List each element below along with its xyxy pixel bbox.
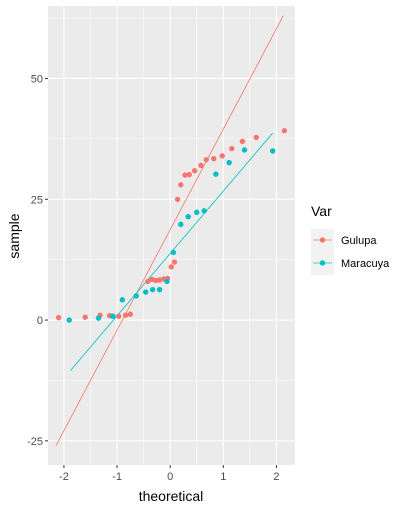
gulupa-point <box>115 313 122 319</box>
x-tick-label: -1 <box>112 471 122 483</box>
y-axis-title: sample <box>6 213 22 258</box>
maracuya-point <box>213 171 219 177</box>
gulupa-point <box>168 264 174 270</box>
maracuya-point <box>241 147 248 153</box>
maracuya-point <box>178 221 184 228</box>
panel-background <box>48 6 295 465</box>
maracuya-point <box>226 159 232 166</box>
gulupa-point <box>182 172 188 178</box>
maracuya-point <box>170 249 177 256</box>
legend: Var Gulupa Maracuya <box>311 203 390 275</box>
gulupa-qq-line <box>55 15 284 446</box>
gulupa-point <box>145 278 151 285</box>
gulupa-point <box>211 155 217 162</box>
major-gridlines <box>48 6 295 465</box>
x-axis-title: theoretical <box>139 488 204 504</box>
gulupa-point <box>186 171 192 178</box>
gulupa-point <box>229 145 235 152</box>
gulupa-point <box>198 162 204 169</box>
maracuya-point <box>143 289 149 295</box>
gulupa-point <box>203 156 209 163</box>
y-axis: -25 0 25 50 <box>27 73 48 448</box>
y-tick-label: 25 <box>31 194 43 206</box>
maracuya-point <box>149 286 156 293</box>
maracuya-point <box>201 208 207 214</box>
legend-key-point-gulupa <box>319 237 326 243</box>
maracuya-point <box>95 315 102 321</box>
legend-label-maracuya: Maracuya <box>341 258 390 270</box>
gulupa-point <box>178 182 184 188</box>
y-tick-label: 50 <box>31 73 43 85</box>
x-axis: -2 -1 0 1 2 <box>59 465 279 483</box>
gulupa-point <box>55 314 62 321</box>
gulupa-point <box>156 277 163 283</box>
maracuya-point <box>269 148 276 154</box>
gulupa-point <box>191 168 198 174</box>
x-tick-label: 2 <box>273 471 279 483</box>
y-tick-label: -25 <box>27 436 43 448</box>
gulupa-point <box>239 138 246 144</box>
gulupa-point <box>171 259 178 265</box>
minor-gridlines <box>48 6 295 465</box>
maracuya-point <box>164 278 170 285</box>
gulupa-point <box>253 134 259 141</box>
maracuya-point <box>133 293 139 299</box>
gulupa-point <box>122 312 129 318</box>
legend-key-point-maracuya <box>319 260 326 266</box>
gulupa-point <box>281 127 288 134</box>
maracuya-point <box>119 297 126 303</box>
legend-title: Var <box>311 203 332 219</box>
maracuya-point <box>156 286 163 293</box>
x-tick-label: 1 <box>220 471 226 483</box>
gulupa-point <box>82 314 88 320</box>
y-tick-label: 0 <box>37 315 43 327</box>
maracuya-point <box>66 317 72 323</box>
gulupa-point <box>127 311 134 317</box>
maracuya-point <box>185 213 191 220</box>
maracuya-point <box>194 209 200 216</box>
maracuya-point <box>110 313 116 319</box>
gulupa-point <box>219 153 225 159</box>
data-points <box>55 127 288 323</box>
x-tick-label: -2 <box>59 471 69 483</box>
x-tick-label: 0 <box>167 471 173 483</box>
legend-label-gulupa: Gulupa <box>341 235 377 247</box>
gulupa-point <box>174 196 181 202</box>
